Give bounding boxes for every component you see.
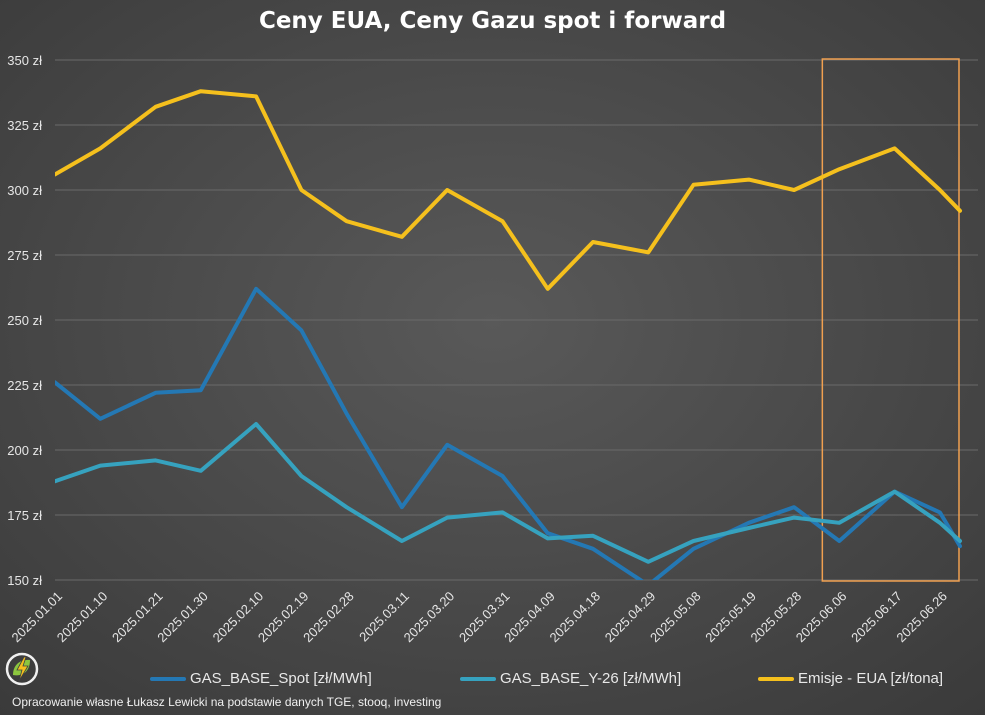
lightning-leaf-logo <box>4 651 40 687</box>
legend-item-gas-y26: GAS_BASE_Y-26 [zł/MWh] <box>460 670 681 687</box>
legend-swatch-gas-y26 <box>460 676 496 681</box>
legend-swatch-eua <box>758 676 794 681</box>
y-tick-label: 150 zł <box>7 573 42 588</box>
chart-legend: GAS_BASE_Spot [zł/MWh] GAS_BASE_Y-26 [zł… <box>150 670 980 694</box>
legend-item-gas-spot: GAS_BASE_Spot [zł/MWh] <box>150 670 372 687</box>
y-tick-label: 200 zł <box>7 443 42 458</box>
y-tick-label: 350 zł <box>7 53 42 68</box>
legend-label-eua: Emisje - EUA [zł/tona] <box>798 670 944 687</box>
legend-label-gas-y26: GAS_BASE_Y-26 [zł/MWh] <box>500 670 682 687</box>
y-tick-label: 250 zł <box>7 313 42 328</box>
y-tick-label: 225 zł <box>7 378 42 393</box>
series-line-gas-y26 <box>55 422 962 564</box>
y-tick-label: 275 zł <box>7 248 42 263</box>
y-tick-label: 175 zł <box>7 508 42 523</box>
y-tick-label: 300 zł <box>7 183 42 198</box>
series-line-gas-spot <box>55 286 962 580</box>
legend-swatch-gas-spot <box>150 676 186 681</box>
chart-title: Ceny EUA, Ceny Gazu spot i forward <box>258 8 727 34</box>
legend-item-eua: Emisje - EUA [zł/tona] <box>758 670 943 687</box>
legend-label-gas-spot: GAS_BASE_Spot [zł/MWh] <box>190 670 372 687</box>
source-footer: Opracowanie własne Łukasz Lewicki na pod… <box>12 695 442 709</box>
y-tick-label: 325 zł <box>7 118 42 133</box>
highlight-box <box>821 58 960 582</box>
series-line-eua <box>55 89 962 291</box>
